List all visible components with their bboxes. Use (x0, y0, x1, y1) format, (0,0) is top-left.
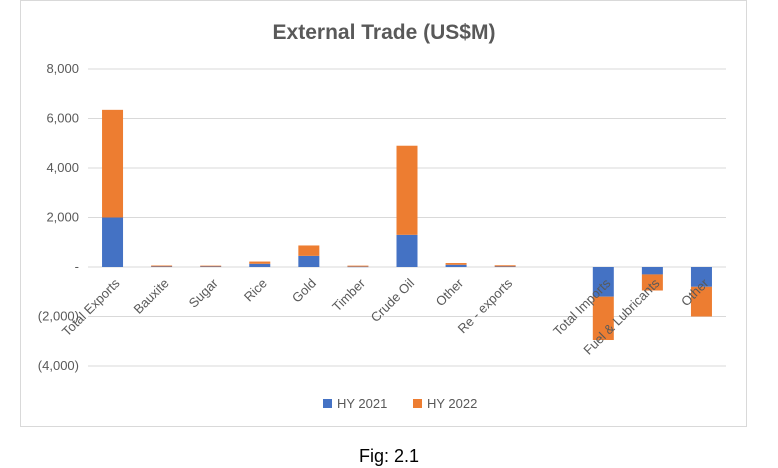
legend-label: HY 2021 (337, 396, 387, 411)
bar-hy2021 (249, 263, 271, 267)
bar-hy2022 (347, 265, 369, 267)
bar-hy2022 (494, 265, 516, 267)
bar-hy2021 (494, 266, 516, 268)
bar-hy2021 (347, 266, 369, 268)
x-tick-label: Sugar (186, 275, 222, 311)
figure-caption: Fig: 2.1 (358, 446, 420, 466)
bar-hy2022 (249, 261, 271, 264)
x-tick-label: Bauxite (130, 276, 171, 317)
bar-hy2022 (396, 145, 418, 235)
y-tick-label: 2,000 (46, 210, 79, 225)
x-tick-label: Timber (329, 275, 368, 314)
x-tick-label: Rice (241, 276, 270, 305)
bar-hy2021 (200, 266, 222, 268)
chart-title: External Trade (US$M) (273, 21, 496, 44)
y-tick-label: - (75, 259, 79, 274)
legend-label: HY 2022 (427, 396, 477, 411)
legend: HY 2021 HY 2022 (323, 396, 477, 411)
chart-svg: External Trade (US$M) 8,000 6,000 4,000 2,0… (38, 21, 726, 411)
y-axis-tick-labels: 8,000 6,000 4,000 2,000 - (2,000) (4,000) (38, 61, 79, 373)
y-tick-label: (4,000) (38, 358, 79, 373)
x-tick-label: Gold (289, 276, 319, 306)
y-tick-label: 8,000 (46, 61, 79, 76)
bar-hy2021 (690, 267, 712, 287)
bar-hy2021 (445, 264, 467, 267)
bar-hy2021 (151, 266, 173, 268)
bar-hy2022 (298, 245, 320, 256)
bar-hy2021 (592, 267, 614, 297)
legend-swatch (413, 399, 422, 408)
bar-hy2022 (690, 286, 712, 317)
bar-hy2021 (396, 234, 418, 267)
bar-hy2021 (641, 267, 663, 275)
bar-hy2022 (445, 263, 467, 265)
bar-hy2022 (641, 274, 663, 291)
bar-hy2022 (200, 265, 222, 267)
x-tick-label: Total Exports (59, 275, 123, 339)
bar-hy2022 (151, 265, 173, 267)
bar-hy2021 (102, 217, 124, 267)
x-tick-label: Crude Oil (368, 275, 418, 325)
bars (102, 109, 712, 341)
y-tick-label: 6,000 (46, 111, 79, 126)
y-tick-label: (2,000) (38, 309, 79, 324)
chart-frame: External Trade (US$M) 8,000 6,000 4,000 2,0… (20, 0, 747, 427)
y-tick-label: 4,000 (46, 160, 79, 175)
bar-hy2021 (298, 255, 320, 267)
legend-swatch (323, 399, 332, 408)
bar-hy2022 (102, 109, 124, 218)
bar-hy2022 (592, 296, 614, 341)
x-tick-label: Other (433, 275, 467, 309)
